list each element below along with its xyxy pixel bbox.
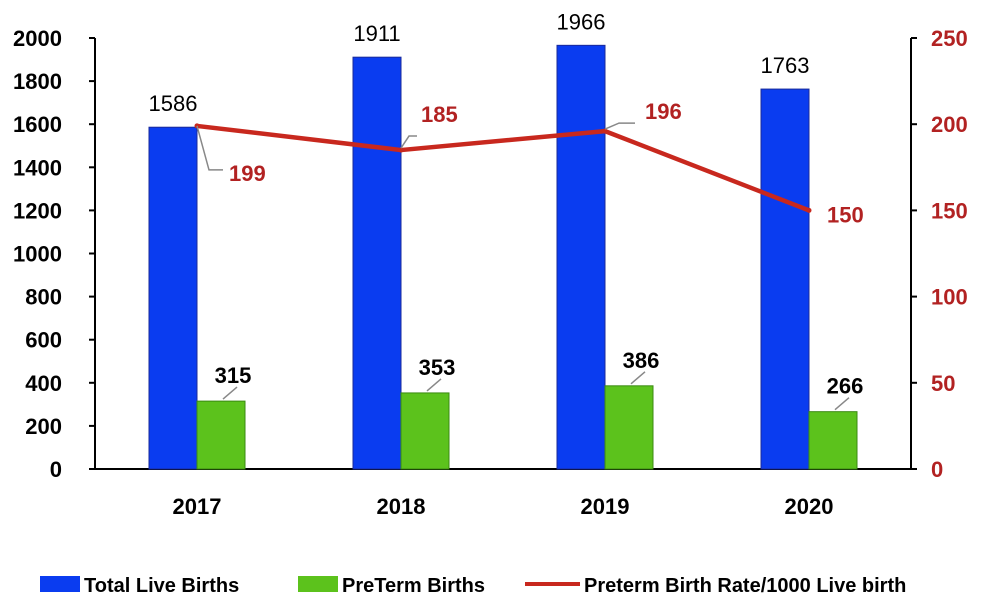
preterm-leader-line [426, 378, 442, 392]
preterm-rate-point [602, 128, 608, 134]
preterm-births-label: 353 [419, 355, 456, 380]
left-tick-label: 1600 [13, 112, 62, 137]
right-tick-label: 100 [931, 285, 968, 310]
left-tick-label: 600 [25, 328, 62, 353]
rate-line [194, 123, 812, 213]
left-tick-label: 1400 [13, 155, 62, 180]
total-live-births-bar [556, 44, 606, 470]
right-tick-label: 0 [931, 457, 943, 482]
preterm-rate-label: 196 [645, 99, 682, 124]
preterm-rate-label: 199 [229, 161, 266, 186]
left-tick-label: 800 [25, 285, 62, 310]
left-tick-label: 400 [25, 371, 62, 396]
left-tick-label: 1800 [13, 69, 62, 94]
rate-leader-line [400, 135, 417, 149]
preterm-rate-point [398, 147, 404, 153]
legend-label: PreTerm Births [342, 575, 485, 597]
total-live-births-label: 1911 [353, 21, 400, 46]
preterm-rate-label: 185 [421, 102, 458, 127]
preterm-leader-line [222, 386, 238, 400]
legend-label: Preterm Birth Rate/1000 Live birth [584, 575, 906, 597]
right-tick-label: 250 [931, 26, 968, 51]
total-live-births-label: 1966 [557, 9, 606, 34]
legend-swatch [40, 576, 80, 592]
bars [148, 44, 858, 470]
legend-swatch [298, 576, 338, 592]
preterm-births-label: 315 [215, 363, 252, 388]
rate-leader-line [604, 122, 635, 130]
preterm-leader-line [834, 397, 850, 411]
right-tick-label: 150 [931, 198, 968, 223]
left-tick-label: 2000 [13, 26, 62, 51]
total-live-births-label: 1586 [149, 91, 198, 116]
left-tick-label: 1000 [13, 242, 62, 267]
total-live-births-bar [760, 88, 810, 470]
legend: Total Live Births PreTerm Births Preterm B… [40, 575, 906, 597]
left-tick-label: 1200 [13, 198, 62, 223]
right-tick-label: 50 [931, 371, 955, 396]
rate-leader-line [196, 125, 223, 171]
x-tick-label: 2020 [785, 494, 834, 519]
preterm-births-bar [400, 392, 450, 470]
total-live-births-bar [148, 126, 198, 470]
left-tick-label: 0 [50, 457, 62, 482]
preterm-births-label: 386 [623, 348, 660, 373]
x-tick-label: 2018 [377, 494, 426, 519]
right-tick-label: 200 [931, 112, 968, 137]
preterm-births-bar [196, 400, 246, 470]
legend-label: Total Live Births [84, 575, 239, 597]
preterm-rate-line [196, 123, 810, 213]
total-live-births-label: 1763 [761, 53, 810, 78]
data-labels: 1586 315 1911 353 1966 386 1763 266 199 185 196 150 [149, 9, 864, 411]
axes: 0 200 400 600 800 1000 1200 1400 1600 1800 2000 0 50… [13, 26, 968, 519]
preterm-births-bar [604, 385, 654, 470]
preterm-births-bar [808, 411, 858, 470]
preterm-births-label: 266 [827, 374, 864, 399]
preterm-rate-label: 150 [827, 202, 864, 227]
left-tick-label: 200 [25, 414, 62, 439]
x-tick-label: 2017 [173, 494, 222, 519]
preterm-leader-line [630, 371, 646, 385]
x-tick-label: 2019 [581, 494, 630, 519]
total-live-births-bar [352, 56, 402, 470]
preterm-rate-point [806, 207, 812, 213]
